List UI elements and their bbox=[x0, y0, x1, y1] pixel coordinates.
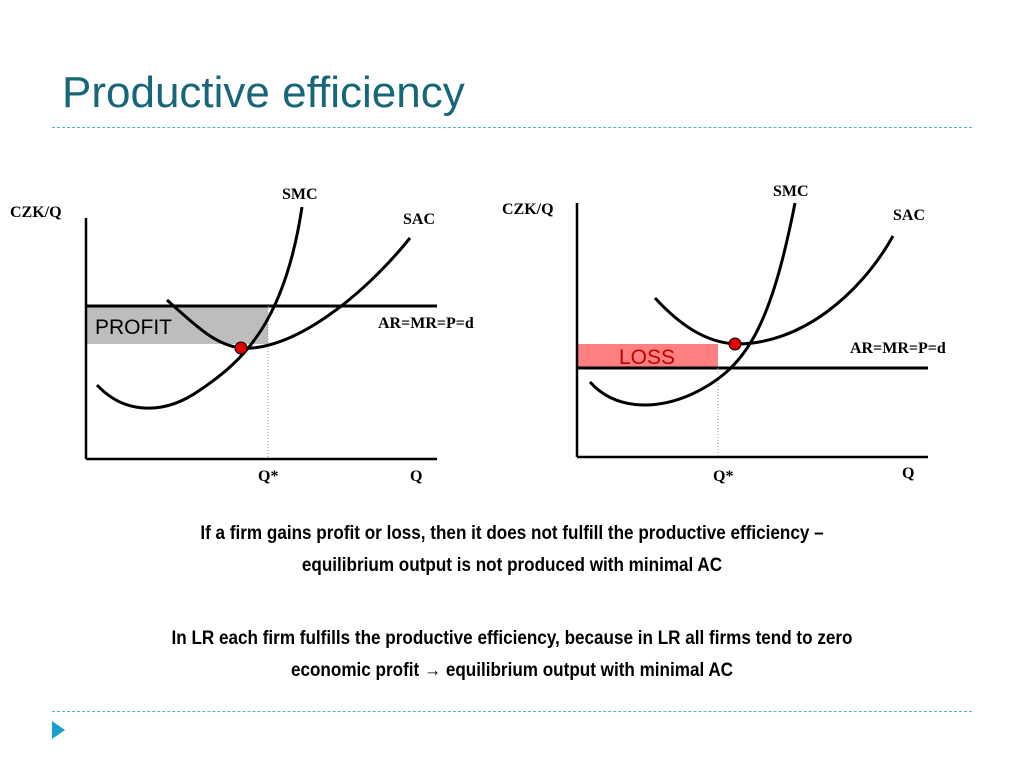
explanation-paragraph-2: In LR each firm fulfills the productive … bbox=[171, 628, 853, 681]
sac-curve bbox=[166, 237, 412, 350]
y-axis-label: CZK/Q bbox=[502, 201, 554, 218]
x-axis-label: Q bbox=[410, 468, 422, 485]
profit-diagram: PROFIT CZK/Q SMC SAC AR=MR=P=d Q* Q bbox=[10, 186, 474, 485]
smc-curve bbox=[588, 202, 797, 407]
x-axis-label: Q bbox=[902, 465, 914, 482]
profit-area-label: PROFIT bbox=[95, 316, 172, 339]
loss-area bbox=[577, 344, 718, 368]
bullet-triangle-icon bbox=[52, 721, 65, 739]
sac-curve bbox=[653, 235, 895, 346]
explanation-paragraph-1: If a firm gains profit or loss, then it … bbox=[200, 523, 824, 576]
top-divider bbox=[52, 127, 972, 128]
price-line-label: AR=MR=P=d bbox=[378, 315, 474, 332]
loss-area-label: LOSS bbox=[619, 346, 675, 369]
sac-label: SAC bbox=[893, 207, 925, 224]
loss-diagram: LOSS CZK/Q SMC SAC AR=MR=P=d Q* Q bbox=[502, 183, 946, 485]
smc-label: SMC bbox=[282, 186, 318, 203]
smc-curve bbox=[95, 206, 304, 410]
equilibrium-point bbox=[234, 341, 248, 355]
bottom-divider bbox=[52, 711, 972, 712]
sac-label: SAC bbox=[403, 211, 435, 228]
price-line-label: AR=MR=P=d bbox=[850, 340, 946, 357]
q-star-label: Q* bbox=[258, 468, 278, 485]
equilibrium-point bbox=[728, 337, 742, 351]
slide-title: Productive efficiency bbox=[62, 68, 465, 117]
profit-area bbox=[86, 306, 268, 344]
smc-label: SMC bbox=[773, 183, 809, 200]
q-star-label: Q* bbox=[713, 468, 733, 485]
y-axis-label: CZK/Q bbox=[10, 204, 62, 221]
